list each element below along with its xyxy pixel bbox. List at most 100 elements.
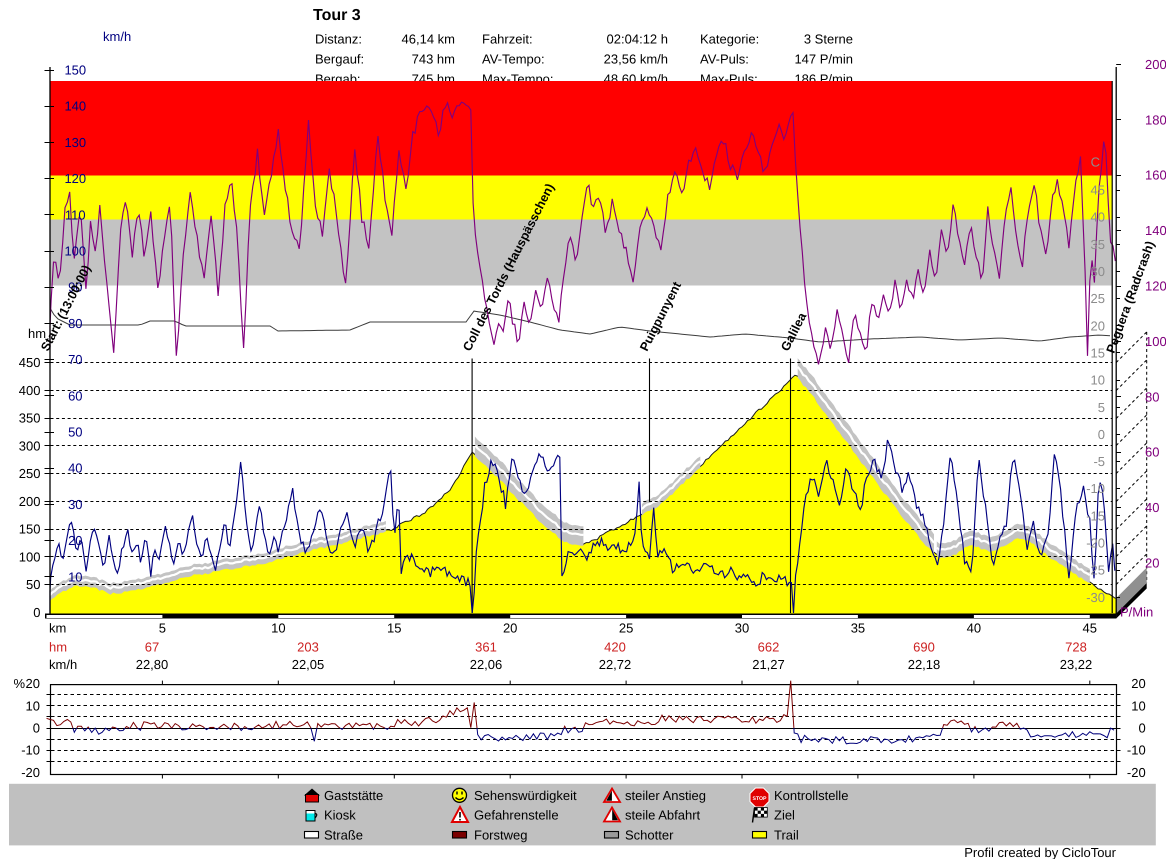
svg-text:200: 200 (19, 494, 41, 509)
svg-text:Fahrzeit:: Fahrzeit: (482, 32, 533, 47)
svg-text:40: 40 (1091, 210, 1105, 225)
svg-text:-15: -15 (1086, 508, 1105, 523)
svg-text:21,27: 21,27 (752, 657, 785, 672)
svg-text:10: 10 (68, 569, 82, 584)
svg-text:100: 100 (1145, 334, 1166, 349)
svg-text:5: 5 (1098, 400, 1105, 415)
svg-text:300: 300 (19, 438, 41, 453)
svg-text:30: 30 (68, 497, 82, 512)
svg-text:Forstweg: Forstweg (474, 828, 527, 843)
svg-text:25: 25 (619, 621, 633, 636)
svg-text:-10: -10 (21, 743, 40, 758)
svg-text:450: 450 (19, 355, 41, 370)
svg-text:Kategorie:: Kategorie: (700, 32, 759, 47)
svg-text:23,56 km/h: 23,56 km/h (604, 52, 668, 67)
svg-text:-5: -5 (1093, 454, 1105, 469)
svg-text:Kontrollstelle: Kontrollstelle (774, 788, 848, 803)
svg-text:250: 250 (19, 466, 41, 481)
svg-text:20: 20 (1145, 556, 1159, 571)
svg-text:147 P/min: 147 P/min (794, 52, 853, 67)
svg-text:C: C (1091, 155, 1100, 170)
svg-text:Gaststätte: Gaststätte (324, 788, 383, 803)
svg-text:STOP: STOP (752, 796, 767, 802)
svg-text:130: 130 (64, 135, 86, 150)
svg-text:150: 150 (64, 63, 86, 78)
svg-text:60: 60 (68, 388, 82, 403)
svg-text:80: 80 (68, 316, 82, 331)
svg-text:120: 120 (64, 171, 86, 186)
svg-text:120: 120 (1145, 279, 1166, 294)
svg-text:100: 100 (64, 244, 86, 259)
svg-text:10: 10 (26, 698, 40, 713)
svg-text:AV-Puls:: AV-Puls: (700, 52, 749, 67)
svg-text:350: 350 (19, 411, 41, 426)
svg-text:40: 40 (967, 621, 981, 636)
svg-text:10: 10 (1131, 698, 1145, 713)
svg-text:10: 10 (1091, 373, 1105, 388)
svg-text:80: 80 (1145, 389, 1159, 404)
svg-text:420: 420 (604, 640, 626, 655)
svg-text:728: 728 (1065, 640, 1087, 655)
svg-text:50: 50 (68, 425, 82, 440)
svg-text:15: 15 (387, 621, 401, 636)
svg-text:Ziel: Ziel (774, 808, 795, 823)
svg-text:743 hm: 743 hm (412, 52, 455, 67)
svg-text:110: 110 (65, 207, 86, 222)
svg-text:km/h: km/h (103, 29, 131, 44)
svg-text:%: % (14, 676, 26, 691)
svg-text:-20: -20 (1127, 765, 1146, 780)
svg-text:-20: -20 (1086, 536, 1105, 551)
svg-text:20: 20 (1131, 676, 1145, 691)
svg-text:-10: -10 (1086, 481, 1105, 496)
svg-text:Profil created by CicloTour: Profil created by CicloTour (964, 845, 1116, 859)
svg-text:10: 10 (271, 621, 285, 636)
svg-text:0: 0 (1138, 721, 1145, 736)
svg-text:Trail: Trail (774, 828, 799, 843)
svg-text:100: 100 (19, 549, 41, 564)
svg-text:AV-Tempo:: AV-Tempo: (482, 52, 545, 67)
svg-text:22,06: 22,06 (470, 657, 503, 672)
svg-text:46,14 km: 46,14 km (402, 32, 455, 47)
svg-text:40: 40 (68, 461, 82, 476)
svg-text:70: 70 (68, 352, 82, 367)
svg-text:50: 50 (26, 577, 40, 592)
svg-text:3 Sterne: 3 Sterne (804, 32, 853, 47)
svg-text:5: 5 (159, 621, 166, 636)
svg-text:400: 400 (19, 383, 41, 398)
svg-text:steile Abfahrt: steile Abfahrt (625, 808, 701, 823)
svg-text:steiler Anstieg: steiler Anstieg (625, 788, 706, 803)
svg-text:hm: hm (49, 640, 67, 655)
svg-text:20: 20 (1091, 318, 1105, 333)
svg-text:361: 361 (475, 640, 497, 655)
svg-text:180: 180 (1145, 112, 1166, 127)
svg-text:km/h: km/h (49, 657, 77, 672)
svg-text:90: 90 (68, 280, 82, 295)
svg-text:30: 30 (735, 621, 749, 636)
svg-text:Distanz:: Distanz: (315, 32, 362, 47)
svg-text:35: 35 (1091, 237, 1105, 252)
svg-text:-10: -10 (1127, 743, 1146, 758)
svg-text:km: km (49, 621, 66, 636)
svg-text:200: 200 (1145, 57, 1166, 72)
svg-text:30: 30 (1091, 264, 1105, 279)
svg-text:140: 140 (1145, 223, 1166, 238)
svg-text:P/Min: P/Min (1120, 605, 1153, 620)
svg-text:-30: -30 (1086, 590, 1105, 605)
svg-text:45: 45 (1083, 621, 1097, 636)
svg-text:-25: -25 (1086, 563, 1105, 578)
svg-text:60: 60 (1145, 445, 1159, 460)
svg-text:hm: hm (28, 326, 46, 341)
svg-text:22,80: 22,80 (136, 657, 169, 672)
svg-text:20: 20 (68, 533, 82, 548)
svg-text:662: 662 (758, 640, 780, 655)
svg-text:Sehenswürdigkeit: Sehenswürdigkeit (474, 788, 577, 803)
svg-text:40: 40 (1145, 500, 1159, 515)
svg-text:Schotter: Schotter (625, 828, 674, 843)
svg-text:Puigpunyent: Puigpunyent (637, 279, 684, 354)
svg-text:0: 0 (1098, 427, 1105, 442)
svg-text:Bergauf:: Bergauf: (315, 52, 364, 67)
svg-text:23,22: 23,22 (1060, 657, 1093, 672)
svg-text:35: 35 (851, 621, 865, 636)
svg-text:20: 20 (503, 621, 517, 636)
svg-text:20: 20 (26, 676, 40, 691)
